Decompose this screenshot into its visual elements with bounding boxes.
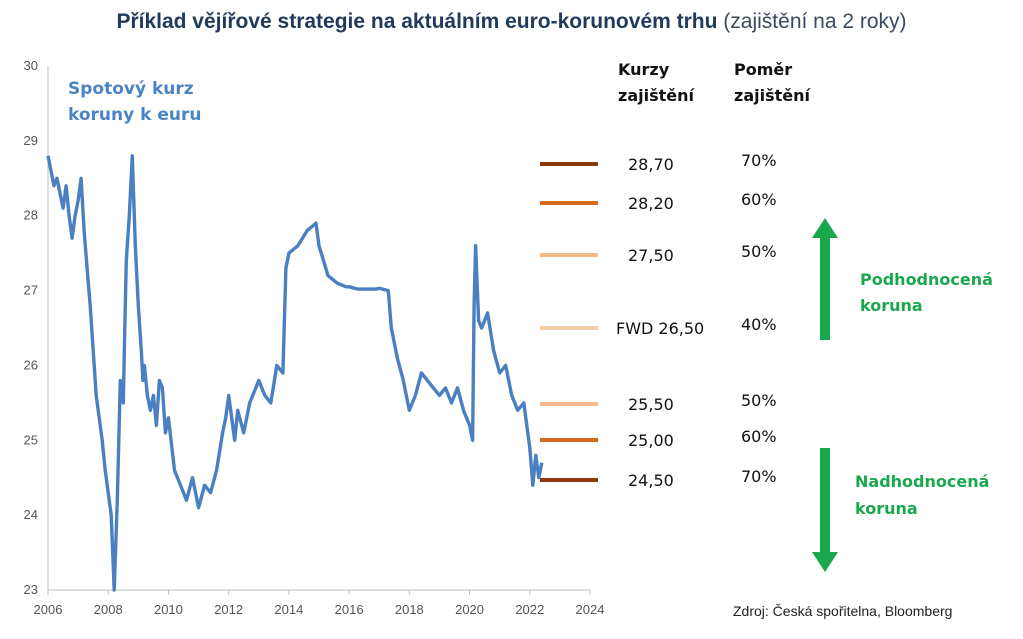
hedge-level-row: 27,50 50% <box>540 242 777 265</box>
hedge-level-row: 28,70 70% <box>540 151 777 174</box>
chart-title: Příklad vějířové strategie na aktuálním … <box>0 10 1023 34</box>
undervalued-label-line-2: koruna <box>860 296 923 315</box>
y-tick-label: 24 <box>24 507 38 522</box>
series-label-line-1: Spotový kurz <box>68 79 194 99</box>
undervalued-annotation: Podhodnocená koruna <box>812 218 993 340</box>
hedge-level-row: 28,20 60% <box>540 190 777 213</box>
hedge-level-row: FWD 26,50 40% <box>540 315 777 338</box>
y-tick-label: 26 <box>24 357 38 372</box>
hedge-rate-label: FWD 26,50 <box>616 319 704 338</box>
y-axis-ticks: 23 24 25 26 27 28 29 30 <box>24 58 38 597</box>
overvalued-label-line-1: Nadhodnocená <box>855 472 989 491</box>
hedge-level-row: 25,50 50% <box>540 391 777 414</box>
arrow-down-icon <box>812 552 838 572</box>
y-tick-label: 23 <box>24 582 38 597</box>
y-tick-label: 28 <box>24 208 38 223</box>
rates-header-line-1: Kurzy <box>618 60 670 79</box>
series-label-line-2: koruny k euru <box>68 105 201 125</box>
hedge-level-row: 24,50 70% <box>540 467 777 490</box>
hedge-ratio-label: 70% <box>741 467 777 486</box>
source-note: Zdroj: Česká spořitelna, Bloomberg <box>733 603 953 619</box>
ratio-header-line-1: Poměr <box>734 60 792 79</box>
hedge-ratio-label: 60% <box>741 427 777 446</box>
overvalued-annotation: Nadhodnocená koruna <box>812 448 989 572</box>
hedge-rate-label: 28,70 <box>628 155 674 174</box>
hedge-ratio-label: 50% <box>741 242 777 261</box>
hedge-rate-label: 27,50 <box>628 246 674 265</box>
hedge-ratio-label: 40% <box>741 315 777 334</box>
y-tick-label: 29 <box>24 133 38 148</box>
hedge-rate-label: 25,00 <box>628 431 674 450</box>
series-line-spot-rate <box>46 154 544 592</box>
hedge-level-row: 25,00 60% <box>540 427 777 450</box>
x-tick-label: 2014 <box>274 602 303 617</box>
x-axis-ticks: 2006 2008 2010 2012 2014 2016 2018 2020 2022 2024 <box>34 590 605 617</box>
x-tick-label: 2006 <box>34 602 63 617</box>
x-tick-label: 2022 <box>515 602 544 617</box>
rates-header-line-2: zajištění <box>618 86 695 105</box>
y-tick-label: 27 <box>24 283 38 298</box>
hedge-rate-label: 28,20 <box>628 194 674 213</box>
hedge-levels: 28,70 70% 28,20 60% 27,50 50% FWD 26,50 40% 25,5… <box>540 151 777 490</box>
x-tick-label: 2020 <box>455 602 484 617</box>
x-tick-label: 2024 <box>576 602 605 617</box>
chart-title-main: Příklad vějířové strategie na aktuálním … <box>116 10 718 33</box>
x-tick-label: 2008 <box>94 602 123 617</box>
x-tick-label: 2016 <box>335 602 364 617</box>
arrow-up-icon <box>812 218 838 238</box>
undervalued-label-line-1: Podhodnocená <box>860 270 993 289</box>
hedge-ratio-label: 50% <box>741 391 777 410</box>
ratio-header-line-2: zajištění <box>734 86 811 105</box>
chart-title-subtitle: (zajištění na 2 roky) <box>723 10 907 33</box>
y-tick-label: 25 <box>24 432 38 447</box>
overvalued-label-line-2: koruna <box>855 499 918 518</box>
x-tick-label: 2018 <box>395 602 424 617</box>
hedge-rate-label: 25,50 <box>628 395 674 414</box>
hedge-rate-label: 24,50 <box>628 471 674 490</box>
x-tick-label: 2010 <box>154 602 183 617</box>
hedge-ratio-label: 60% <box>741 190 777 209</box>
hedge-ratio-label: 70% <box>741 151 777 170</box>
y-tick-label: 30 <box>24 58 38 73</box>
x-tick-label: 2012 <box>214 602 243 617</box>
